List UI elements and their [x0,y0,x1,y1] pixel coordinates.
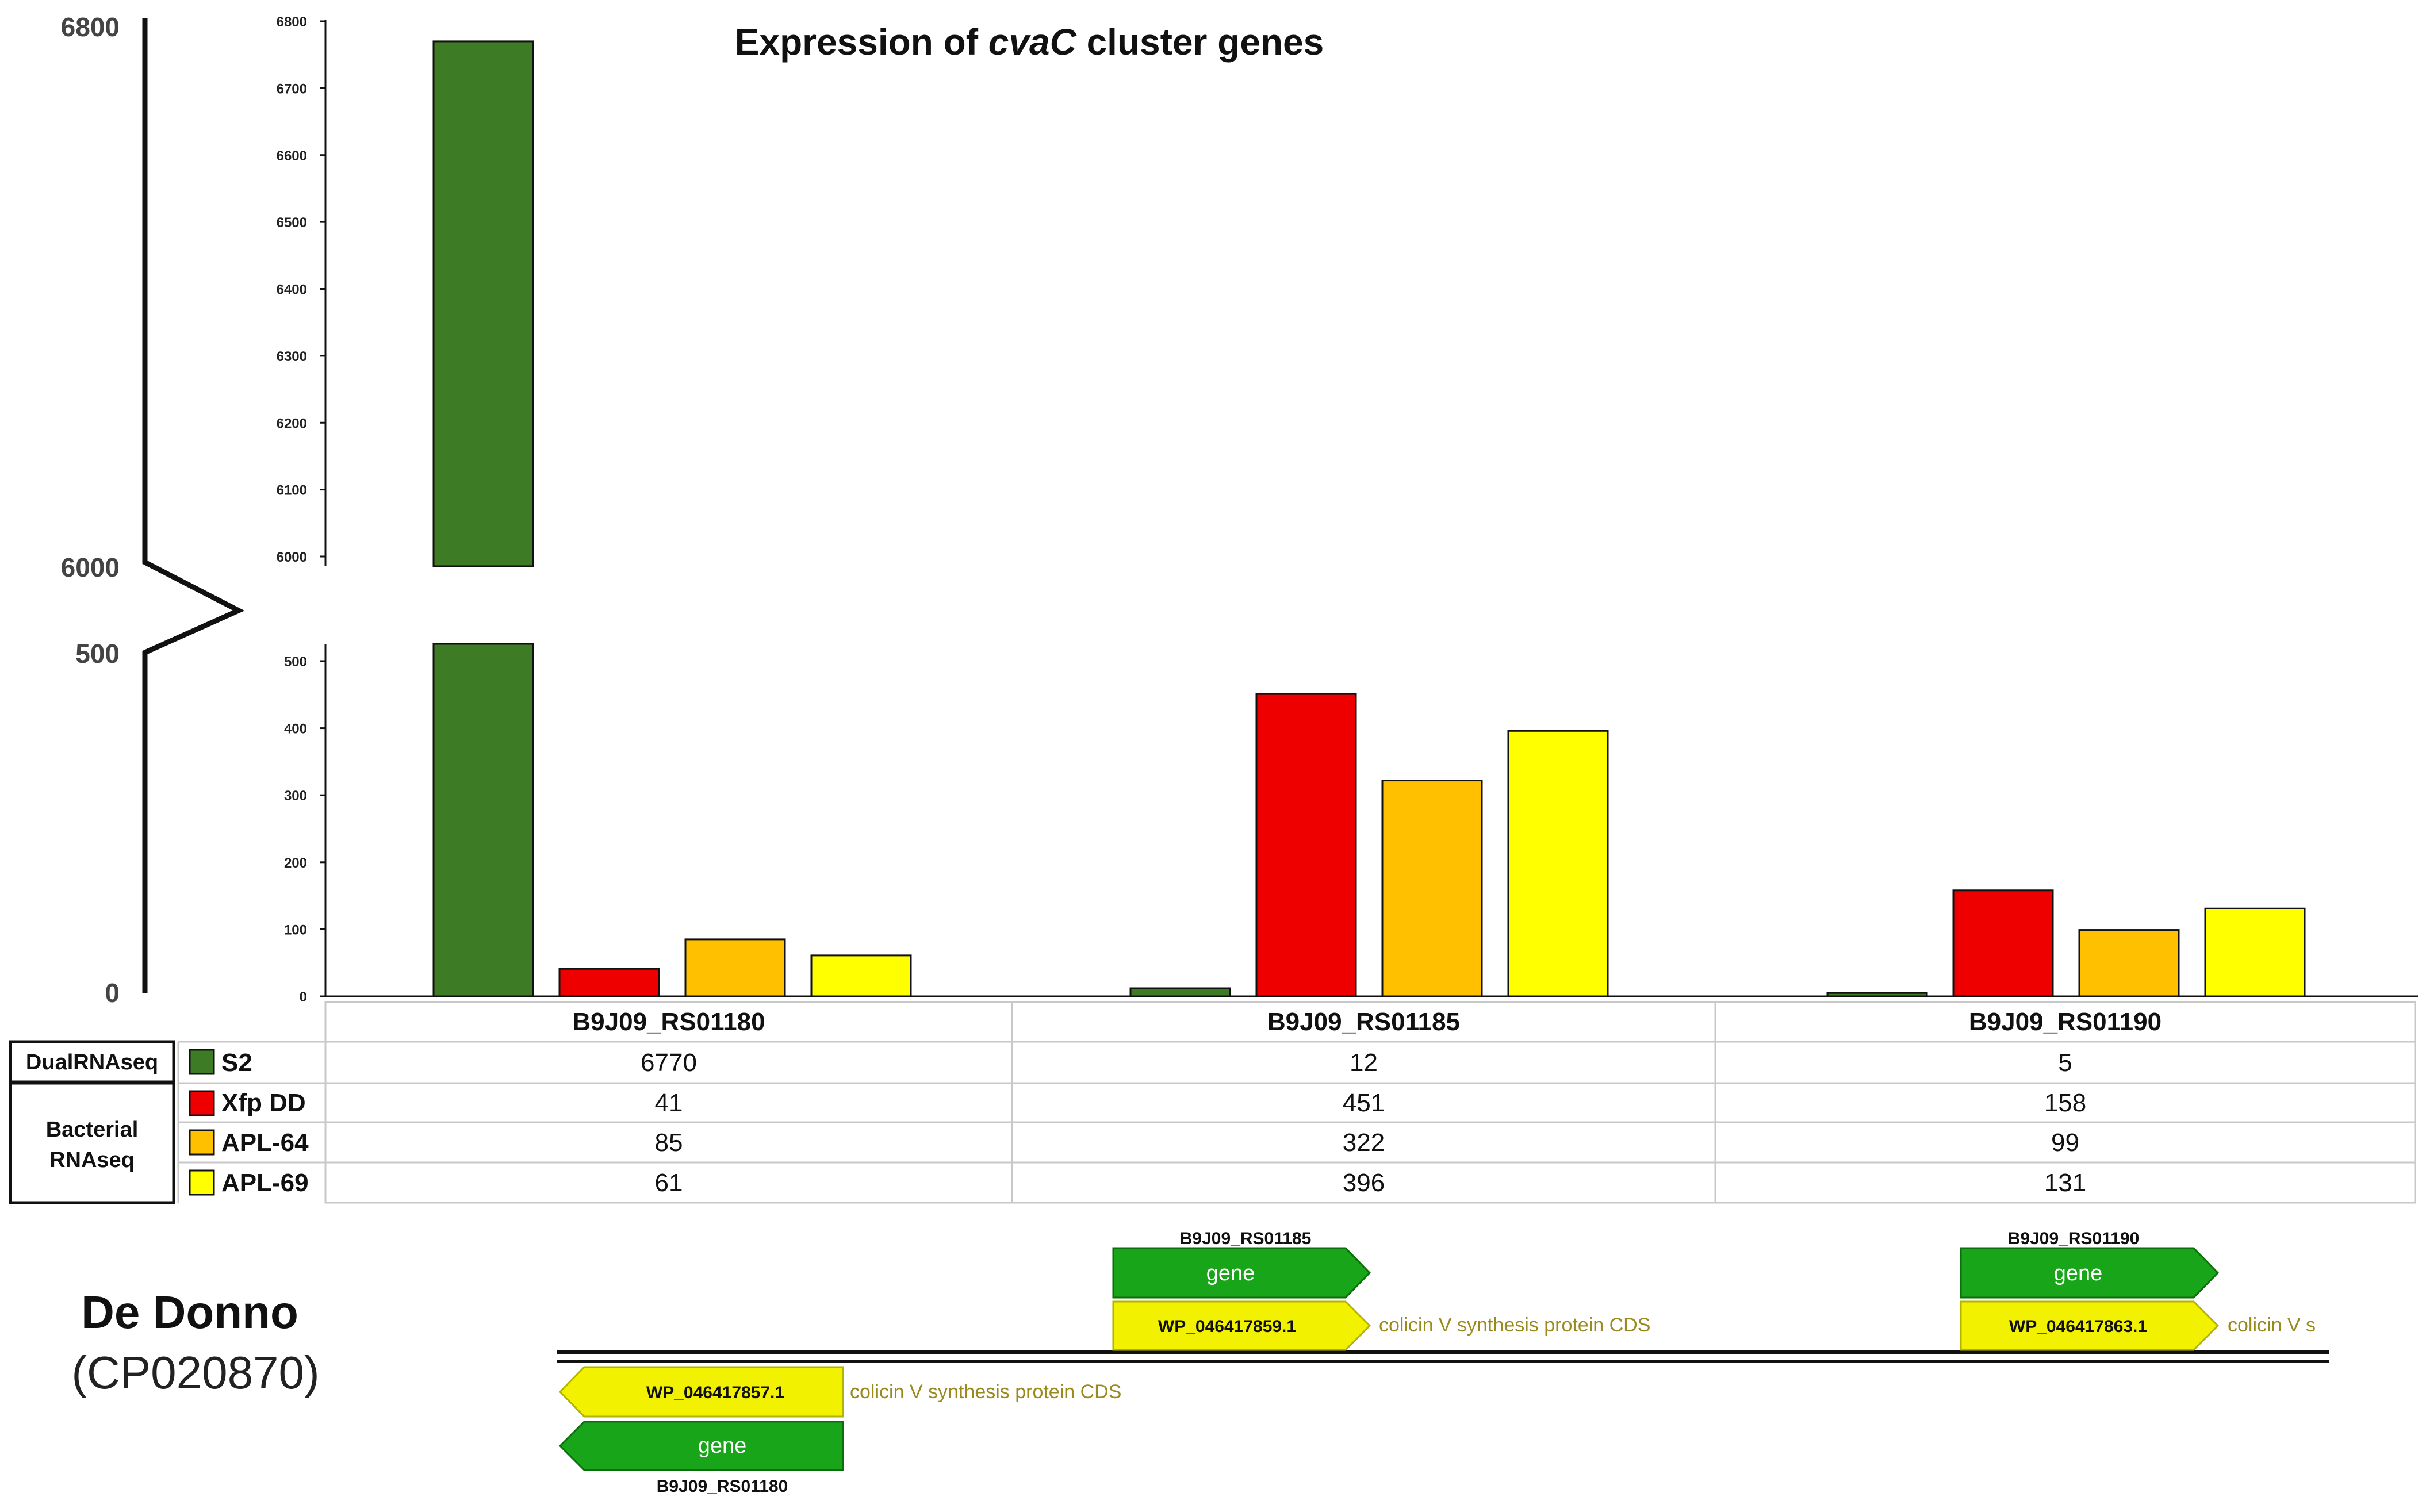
bar-apl-64 [1381,780,1483,997]
data-table: DualRNAseq Bacterial RNAseq B9J09_RS0118… [9,1001,2416,1204]
break-label-6000: 6000 [61,552,120,582]
bar-s2 [1129,987,1231,997]
tick-label: 6300 [277,349,307,364]
tick-label: 6800 [277,14,307,30]
tick-label: 6100 [277,483,307,498]
tick-label: 6000 [277,550,307,565]
table-cell: 6770 [641,1049,697,1077]
table-cell: 99 [2051,1129,2079,1157]
gene-locus-label: B9J09_RS01180 [657,1477,788,1496]
gene-locus-label: B9J09_RS01190 [2008,1229,2140,1248]
tick-label: 6700 [277,81,307,97]
bacterial-rnaseq-box [9,1081,175,1204]
bar-xfp-dd [1255,693,1357,997]
table-header: B9J09_RS01180 [572,1008,765,1036]
cds-id-label: WP_046417859.1 [1158,1317,1296,1336]
legend-swatch [189,1049,215,1075]
legend-swatch [189,1129,215,1156]
tick-label: 100 [284,922,307,938]
table-cell: 61 [655,1169,683,1197]
gene-type-label: gene [698,1434,747,1458]
bacterial-rnaseq-label-1: Bacterial [46,1118,139,1142]
gene-arrow [1960,1247,2220,1299]
gene-feature-rs01185[interactable]: B9J09_RS01185 gene WP_046417859.1 colici… [1112,1229,1650,1351]
table-cell: 322 [1343,1129,1385,1157]
genome-map: De Donno (CP020870) B9J09_RS01185 gene W… [71,1229,2329,1496]
bar-apl-69 [810,954,912,997]
bar-s2-lower [432,643,534,997]
gene-feature-rs01180[interactable]: WP_046417857.1 colicin V synthesis prote… [558,1366,1121,1496]
table-cell: 85 [655,1129,683,1157]
break-label-500: 500 [75,639,120,669]
table-header: B9J09_RS01185 [1267,1008,1460,1036]
cds-id-label: WP_046417857.1 [646,1383,784,1402]
table-cell: 12 [1350,1049,1378,1077]
tick-label: 6200 [277,416,307,431]
break-label-6800: 6800 [61,12,120,42]
table-cell: 158 [2044,1089,2086,1117]
dualrnaseq-label: DualRNAseq [26,1050,158,1074]
legend-label: Xfp DD [221,1089,306,1117]
table-header: B9J09_RS01190 [1969,1008,2162,1036]
bar-xfp-dd [558,968,660,997]
table-cell: 131 [2044,1169,2086,1197]
axis-break-indicator: 6800 6000 500 0 [61,12,245,1008]
table-cell: 451 [1343,1089,1385,1117]
tick-label: 0 [300,989,307,1005]
table-cell: 396 [1343,1169,1385,1197]
bar-apl-69 [2204,907,2306,997]
bar-xfp-dd [1952,889,2054,997]
cds-arrow [558,1366,844,1418]
tick-label: 6400 [277,282,307,298]
legend-label: APL-64 [221,1129,309,1157]
gene-type-label: gene [1206,1261,1255,1285]
table-cell: 5 [2058,1049,2072,1077]
tick-label: 500 [284,654,307,670]
gene-locus-label: B9J09_RS01185 [1180,1229,1312,1248]
break-label-0: 0 [105,978,120,1008]
bar-apl-69 [1507,730,1609,997]
axis-break-line [142,18,245,993]
tick-label: 300 [284,788,307,804]
legend-swatch [189,1169,215,1196]
cds-description: colicin V s [2228,1314,2316,1336]
bacterial-rnaseq-label-2: RNAseq [49,1148,135,1172]
genome-accession: (CP020870) [71,1347,319,1398]
bar-apl-64 [684,938,786,997]
legend-swatch [189,1090,215,1116]
cds-arrow [1960,1300,2220,1351]
genome-name: De Donno [81,1287,298,1338]
bar-s2 [1826,992,1928,997]
bar-s2-upper [432,40,534,567]
cds-id-label: WP_046417863.1 [2009,1317,2147,1336]
table-cell: 41 [655,1089,683,1117]
tick-label: 6500 [277,215,307,231]
cds-description: colicin V synthesis protein CDS [1379,1314,1650,1336]
cds-description: colicin V synthesis protein CDS [850,1381,1121,1403]
table-border [324,1001,2416,1204]
tick-label: 200 [284,855,307,871]
cds-arrow [1112,1300,1371,1351]
tick-label: 6600 [277,148,307,164]
tick-label: 400 [284,722,307,737]
y-axis-lower: 500 400 300 200 100 0 [284,644,2418,1005]
chart-title: Expression of cvaC cluster genes [735,21,1324,63]
bar-apl-64 [2078,929,2180,997]
y-axis-upper: 6800 6700 6600 6500 6400 6300 6200 6100 6000 [277,14,327,566]
legend-label: S2 [221,1049,252,1077]
gene-arrow [1112,1247,1371,1299]
gene-feature-rs01190[interactable]: B9J09_RS01190 gene WP_046417863.1 colici… [1960,1229,2316,1351]
legend-label: APL-69 [221,1169,309,1197]
bars [432,40,2306,997]
gene-arrow [558,1421,844,1471]
gene-type-label: gene [2054,1261,2103,1285]
